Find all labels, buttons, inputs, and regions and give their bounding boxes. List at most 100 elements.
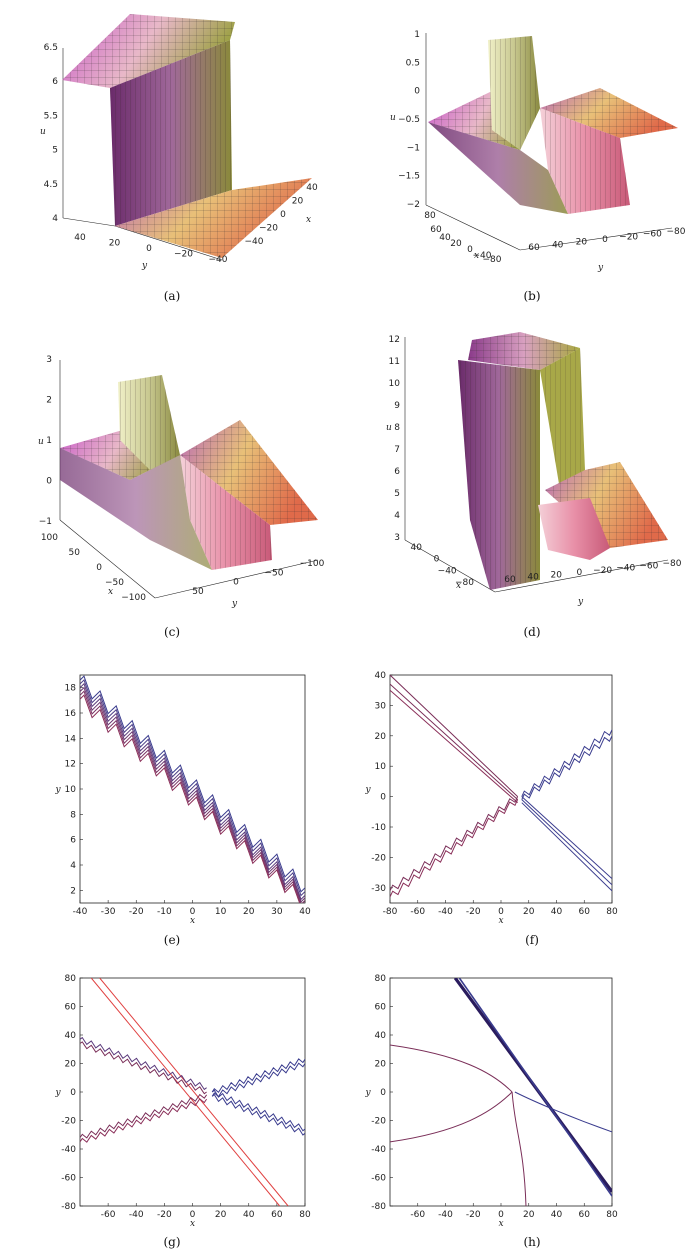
- panel-e-x-tick-label-1: -30: [101, 907, 116, 917]
- panel-d-x-tick-3: −80: [455, 578, 474, 588]
- panel-g-series-2: [80, 1036, 207, 1091]
- panel-a-z-tick-3: 5.5: [44, 111, 58, 121]
- panel-f-x-tick-label-0: -80: [383, 907, 398, 917]
- panel-b-x-label: x: [474, 251, 479, 261]
- panel-f-y-tick-label-7: 40: [375, 671, 387, 681]
- panel-b-y-tick-5: −60: [643, 230, 662, 240]
- panel-b-z-tick-6: −2: [407, 200, 420, 210]
- panel-e-series-4: [80, 690, 305, 903]
- panel-b-x-tick-2: 40: [439, 233, 451, 243]
- panel-b-z-tick-1: 0.5: [406, 58, 420, 68]
- panel-g-series-4: [80, 1093, 208, 1139]
- panel-h-x-tick-label-3: 0: [498, 1210, 504, 1220]
- panel-h-x-tick-label-5: 40: [551, 1210, 563, 1220]
- panel-f-series-6: [390, 796, 519, 892]
- panel-e-x-label: x: [190, 916, 195, 926]
- panel-f-x-tick-label-2: -40: [438, 907, 453, 917]
- panel-a-y-tick-4: −40: [209, 255, 228, 265]
- panel-f-x-label: x: [498, 916, 503, 926]
- panel-h-y-tick-label-6: 40: [375, 1031, 387, 1041]
- panel-h-y-tick-label-5: 20: [375, 1060, 387, 1070]
- panel-g-plot-frame: [79, 977, 306, 1207]
- panel-e-plot-frame: [79, 674, 306, 904]
- panel-f-y-tick-label-6: 30: [375, 701, 387, 711]
- panel-g: -60 -40 -20 0 20 40 60 80 -80 -60 -40 -20 0 20 40 60 80 x…: [54, 974, 311, 1249]
- panel-b-x-tick-0: 80: [424, 211, 436, 221]
- panel-e-series-1: [80, 679, 305, 897]
- panel-f-x-tick-label-3: -20: [466, 907, 481, 917]
- panel-d-z-tick-8: 4: [394, 511, 400, 521]
- panel-c-z-label: u: [38, 437, 44, 447]
- panel-f-series-5: [521, 802, 612, 892]
- panel-e-x-tick-label-7: 30: [271, 907, 283, 917]
- panel-d-caption: (d): [523, 625, 540, 639]
- panel-c-x-tick-2: 0: [96, 563, 102, 573]
- panel-c-x-tick-3: −50: [105, 578, 124, 588]
- panel-g-x-tick-label-1: -40: [129, 1210, 144, 1220]
- panel-b-x-tick-6: −80: [483, 255, 502, 265]
- panel-d-z-tick-3: 9: [394, 401, 400, 411]
- panel-e-y-tick-label-8: 18: [65, 684, 77, 694]
- panel-a-x-tick-3: −20: [259, 224, 278, 234]
- panel-a-x-tick-4: −40: [245, 237, 264, 247]
- panel-d-x-label: x: [456, 581, 461, 591]
- panel-d-x-tick-2: −40: [438, 566, 457, 576]
- panel-h-x-label: x: [498, 1219, 503, 1229]
- panel-e-series-2: [80, 682, 305, 901]
- panel-c-y-tick-0: 50: [192, 587, 204, 597]
- panel-b-z-tick-0: 1: [414, 30, 420, 40]
- panel-h-caption: (h): [523, 1235, 540, 1249]
- panel-g-x-label: x: [190, 1219, 195, 1229]
- panel-d-z-tick-2: 10: [389, 379, 401, 389]
- panel-g-y-tick-label-4: 0: [70, 1088, 76, 1098]
- panel-f-series-7: [390, 799, 519, 898]
- panel-f-plot-frame: [389, 674, 613, 904]
- panel-e-x-tick-label-6: 20: [243, 907, 255, 917]
- panel-g-y-tick-label-1: -60: [61, 1174, 76, 1184]
- panel-c-y-tick-2: −50: [265, 568, 284, 578]
- panel-h-series-2: [390, 1044, 513, 1093]
- panel-a-x-tick-0: 40: [306, 183, 318, 193]
- panel-g-y-tick-label-8: 80: [65, 974, 77, 984]
- panel-g-y-tick-label-5: 20: [65, 1060, 77, 1070]
- panel-h-x-tick-label-1: -40: [438, 1210, 453, 1220]
- panel-b-z-tick-5: −1.5: [398, 172, 420, 182]
- panel-h-y-tick-label-4: 0: [380, 1088, 386, 1098]
- panel-g-series-9: [211, 1093, 305, 1136]
- panel-f-y-tick-label-0: -30: [371, 884, 386, 894]
- panel-f-y-tick-label-4: 10: [375, 762, 387, 772]
- panel-h-series-5: [514, 1091, 612, 1133]
- panel-a-y-tick-2: 0: [146, 244, 152, 254]
- panel-h-x-tick-label-7: 80: [606, 1210, 618, 1220]
- panel-c-y-tick-1: 0: [233, 578, 239, 588]
- panel-b-z-tick-2: 0: [414, 87, 420, 97]
- panel-d-y-tick-0: 60: [504, 575, 516, 585]
- panel-c-x-tick-4: −100: [121, 593, 146, 603]
- panel-g-x-tick-label-7: 80: [299, 1210, 311, 1220]
- panel-b-z-tick-4: −1: [407, 143, 420, 153]
- panel-g-x-tick-label-5: 40: [243, 1210, 255, 1220]
- panel-c-axes: [59, 360, 319, 599]
- panel-h-x-tick-label-2: -20: [466, 1210, 481, 1220]
- panel-b-y-tick-4: −20: [619, 232, 638, 242]
- panel-g-y-tick-label-6: 40: [65, 1031, 77, 1041]
- panel-f-y-tick-label-2: -10: [371, 823, 386, 833]
- panel-g-x-tick-label-0: -60: [101, 1210, 116, 1220]
- panel-b-x-tick-5: −40: [473, 251, 492, 261]
- panel-f-series-8: [521, 729, 612, 797]
- panel-d-y-tick-7: −80: [663, 559, 682, 569]
- panel-c-z-tick-3: 0: [46, 477, 52, 487]
- panel-e-y-tick-label-5: 12: [65, 760, 76, 770]
- panel-f-series-2: [390, 689, 518, 804]
- panel-h-y-tick-label-3: -20: [371, 1117, 386, 1127]
- panel-e-y-tick-label-4: 10: [65, 785, 77, 795]
- panel-d-z-tick-0: 12: [389, 335, 400, 345]
- panel-b-y-tick-2: 20: [576, 238, 588, 248]
- panel-b-y-tick-1: 40: [552, 240, 564, 250]
- panel-b-x-tick-1: 60: [430, 225, 442, 235]
- panel-f-x-tick-label-8: 80: [606, 907, 618, 917]
- panel-h-y-tick-label-2: -40: [371, 1145, 386, 1155]
- panel-f-series-4: [521, 799, 612, 886]
- panel-g-series-6: [211, 1058, 305, 1094]
- panel-d-axes: [404, 337, 669, 593]
